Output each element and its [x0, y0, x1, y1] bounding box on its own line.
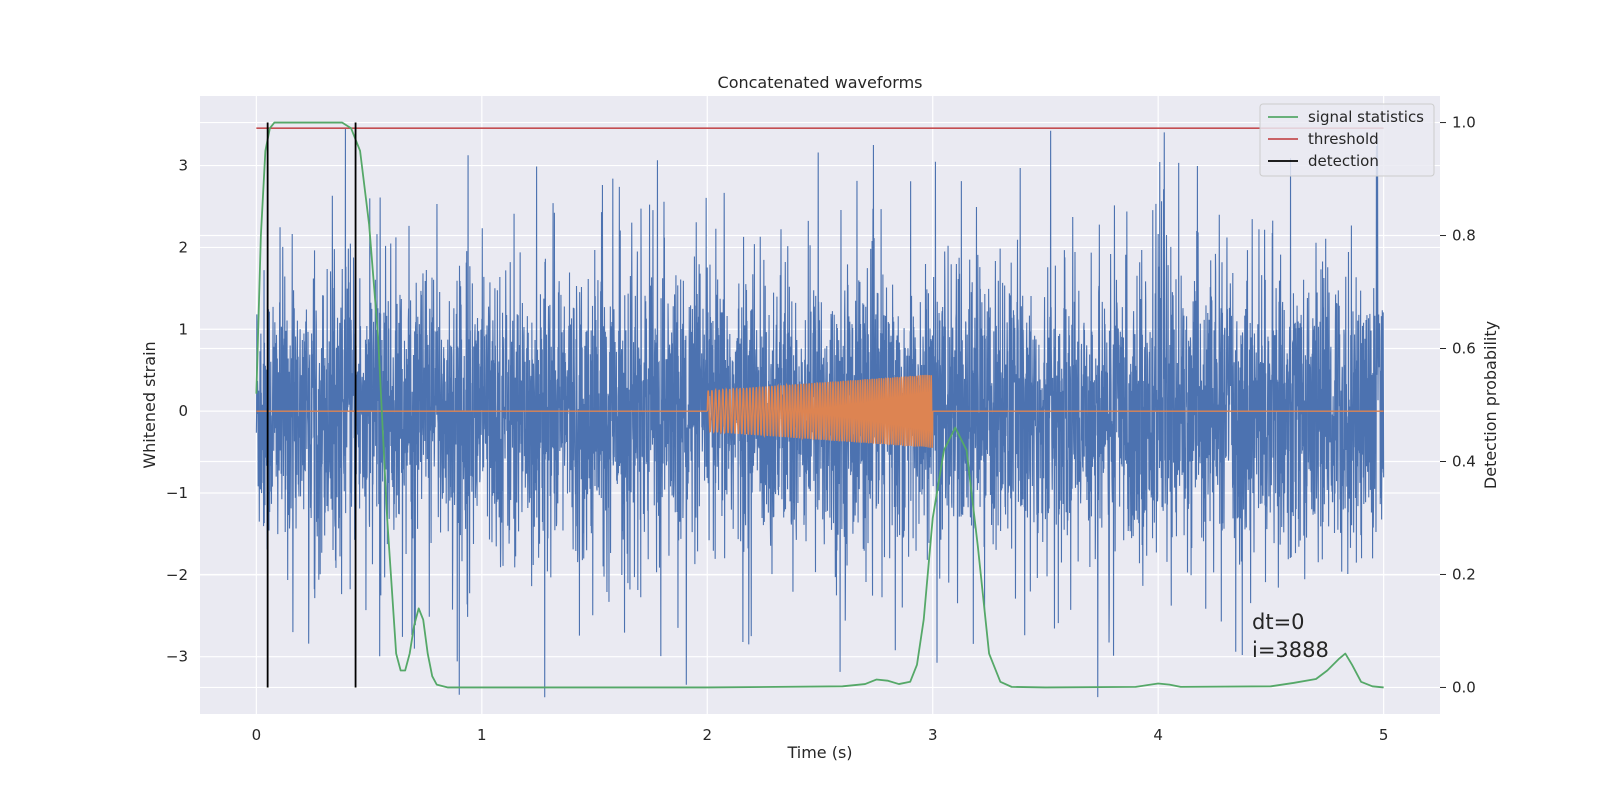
x-tick-label: 4: [1153, 726, 1163, 744]
y-axis-right: 0.0 0.2 0.4 0.6 0.8 1.0: [1440, 114, 1476, 696]
x-tick-label: 3: [928, 726, 938, 744]
annotation-dt: dt=0: [1252, 610, 1305, 634]
y-tick-label: 1: [178, 320, 188, 338]
chart-title: Concatenated waveforms: [718, 73, 923, 92]
y2-tick-label: 0.8: [1452, 227, 1476, 245]
y2-tick-label: 0.4: [1452, 452, 1476, 470]
y2-tick-label: 0.2: [1452, 565, 1476, 583]
legend: signal statistics threshold detection: [1259, 103, 1435, 177]
x-tick-label: 5: [1379, 726, 1389, 744]
y-axis-label: Whitened strain: [140, 341, 159, 468]
y2-tick-label: 0.6: [1452, 340, 1476, 358]
x-axis-label: Time (s): [786, 743, 852, 762]
y-tick-label: 3: [178, 157, 188, 175]
x-tick-label: 1: [477, 726, 487, 744]
y2-tick-label: 1.0: [1452, 114, 1476, 132]
annotation-i: i=3888: [1252, 638, 1329, 662]
series-waveform-chirp: [256, 374, 1384, 448]
y-axis-left: −3 −2 −1 0 1 2 3: [166, 157, 188, 666]
y-tick-label: −1: [166, 484, 188, 502]
x-tick-label: 0: [252, 726, 262, 744]
x-axis: 0 1 2 3 4 5: [252, 726, 1389, 744]
legend-label-threshold: threshold: [1308, 130, 1379, 148]
legend-box: [1259, 103, 1435, 177]
y-tick-label: 2: [178, 238, 188, 256]
y-tick-label: −2: [166, 566, 188, 584]
y2-tick-label: 0.0: [1452, 678, 1476, 696]
series-layer: [255, 121, 1385, 698]
y-tick-label: 0: [178, 402, 188, 420]
legend-label-detection: detection: [1308, 152, 1379, 170]
legend-label-signal-statistics: signal statistics: [1308, 108, 1424, 126]
x-tick-label: 2: [702, 726, 712, 744]
y-tick-label: −3: [166, 648, 188, 666]
y2-axis-label: Detection probability: [1481, 321, 1500, 489]
